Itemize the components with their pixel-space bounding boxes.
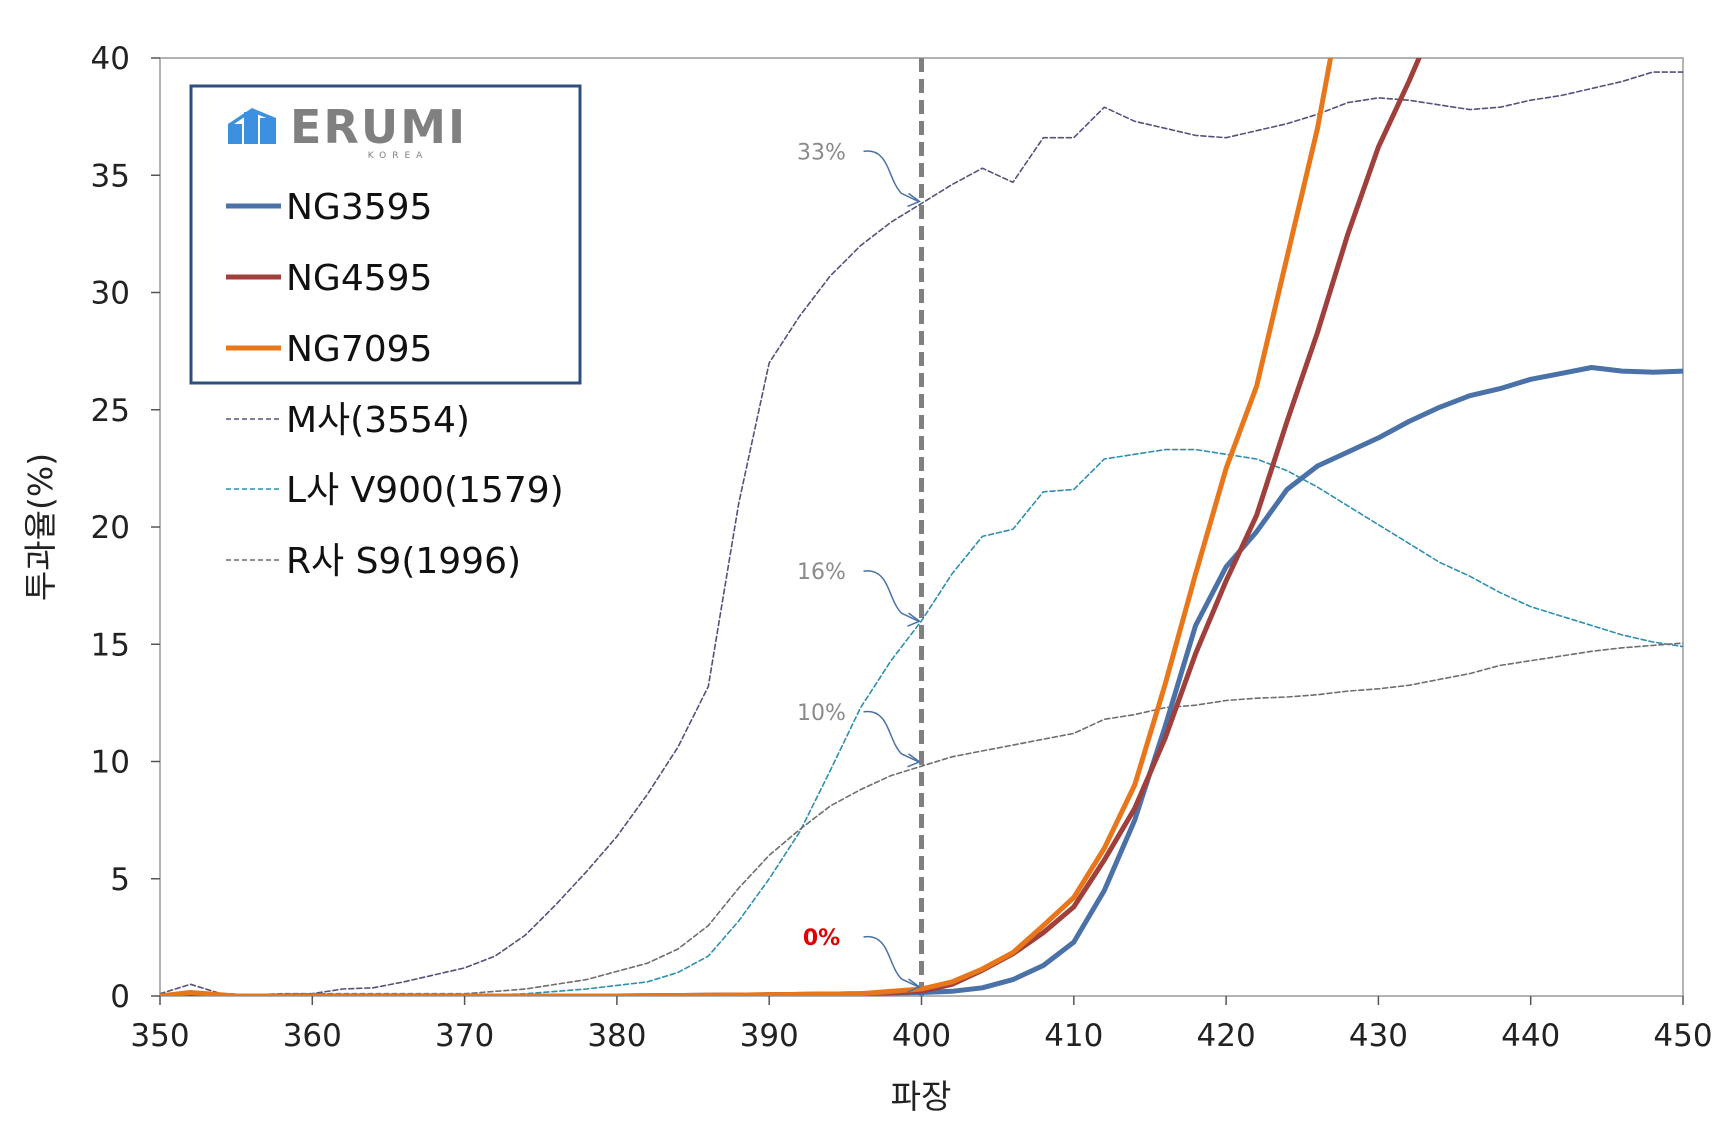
- annotation-label-2: 16%: [797, 560, 846, 585]
- y-axis-title: 투과율(%): [21, 453, 60, 601]
- annotations-group: 33% 16% 10% 0%: [797, 140, 922, 993]
- legend-label-2: NG4595: [286, 258, 432, 299]
- series-line-6: [160, 642, 1683, 996]
- x-tick-label: 360: [283, 1018, 342, 1054]
- y-tick-label: 25: [91, 393, 130, 429]
- x-tick-label: 400: [892, 1018, 951, 1054]
- x-tick-label: 450: [1653, 1018, 1712, 1054]
- series-line-3: [160, 58, 1334, 996]
- logo-text: ERUMI: [290, 100, 467, 154]
- x-tick-label: 420: [1197, 1018, 1256, 1054]
- y-tick-label: 40: [91, 41, 130, 77]
- y-tick-label: 30: [91, 276, 130, 312]
- annotation-arrow-1: [863, 150, 919, 203]
- y-tick-label: 10: [91, 745, 130, 781]
- series-line-4: [160, 71, 1683, 996]
- x-tick-label: 440: [1501, 1018, 1560, 1054]
- logo-building-icon: [228, 108, 276, 144]
- axes: 350 360 370 380 390 400 410 420 430 440 450 0 5 10 15 2…: [91, 41, 1713, 1054]
- annotation-label-1: 33%: [797, 140, 846, 165]
- x-axis-title: 파장: [891, 1077, 952, 1116]
- logo-subtext: KOREA: [368, 151, 429, 161]
- x-tick-label: 370: [435, 1018, 494, 1054]
- y-tick-label: 15: [91, 627, 130, 663]
- legend-label-4: M사(3554): [286, 400, 470, 441]
- y-tick-label: 0: [110, 979, 130, 1015]
- annotation-arrow-4: [863, 936, 919, 988]
- annotation-label-3: 10%: [797, 701, 846, 726]
- legend-label-3: NG7095: [286, 329, 432, 370]
- legend-label-6: R사 S9(1996): [286, 541, 521, 582]
- x-tick-label: 410: [1044, 1018, 1103, 1054]
- annotation-arrowhead-1: [907, 192, 922, 208]
- y-tick-label: 35: [91, 158, 130, 194]
- annotation-arrowhead-4: [907, 978, 922, 993]
- y-tick-label: 20: [91, 510, 130, 546]
- y-tick-label: 5: [110, 862, 130, 898]
- series-line-2: [160, 58, 1422, 996]
- series-group: [160, 58, 1683, 996]
- legend-label-1: NG3595: [286, 187, 432, 228]
- annotation-arrow-3: [863, 711, 919, 763]
- x-tick-label: 350: [130, 1018, 189, 1054]
- legend-label-5: L사 V900(1579): [286, 470, 564, 511]
- x-tick-label: 390: [740, 1018, 799, 1054]
- annotation-arrow-2: [863, 570, 919, 622]
- x-tick-label: 430: [1349, 1018, 1408, 1054]
- annotation-arrowhead-3: [907, 753, 922, 768]
- x-tick-label: 380: [587, 1018, 646, 1054]
- series-line-5: [160, 448, 1683, 996]
- annotation-label-4: 0%: [803, 926, 840, 951]
- annotation-arrowhead-2: [907, 612, 922, 627]
